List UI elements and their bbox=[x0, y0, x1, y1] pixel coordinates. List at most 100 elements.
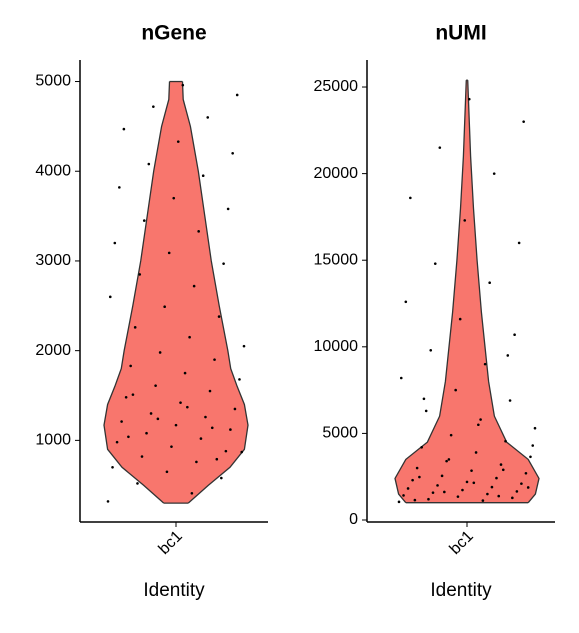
point bbox=[404, 300, 408, 304]
point bbox=[429, 348, 433, 352]
point bbox=[461, 488, 464, 492]
point bbox=[422, 397, 426, 401]
x-tick-label: bc1 bbox=[447, 528, 477, 558]
x-axis-label: Identity bbox=[143, 580, 205, 601]
point bbox=[188, 335, 191, 339]
point bbox=[165, 470, 169, 474]
point bbox=[224, 449, 228, 453]
point bbox=[120, 420, 123, 423]
point bbox=[438, 146, 442, 149]
point bbox=[147, 162, 151, 166]
point bbox=[231, 151, 234, 155]
point bbox=[233, 407, 237, 411]
violin-outline-left bbox=[394, 80, 467, 504]
point bbox=[515, 490, 519, 493]
point bbox=[445, 459, 448, 463]
point bbox=[154, 384, 157, 387]
violin-left bbox=[395, 80, 467, 503]
point bbox=[215, 457, 219, 461]
point bbox=[508, 399, 512, 402]
point bbox=[463, 219, 467, 222]
point bbox=[136, 482, 139, 485]
y-tick-label: 20000 bbox=[314, 165, 359, 182]
point bbox=[127, 435, 130, 439]
point bbox=[242, 344, 246, 348]
y-tick-label: 5000 bbox=[322, 425, 358, 442]
y-tick-label: 1000 bbox=[35, 432, 71, 449]
point bbox=[490, 485, 494, 489]
point bbox=[415, 466, 419, 470]
point bbox=[229, 428, 232, 431]
point bbox=[176, 140, 180, 143]
point bbox=[497, 494, 501, 498]
point bbox=[397, 500, 401, 504]
y-tick-label: 15000 bbox=[314, 251, 359, 268]
violin-right bbox=[176, 81, 248, 504]
point bbox=[436, 484, 439, 487]
point bbox=[122, 127, 126, 131]
point bbox=[431, 491, 435, 494]
point bbox=[420, 445, 423, 449]
point bbox=[129, 364, 132, 368]
x-axis-label: Identity bbox=[430, 580, 492, 601]
point bbox=[163, 305, 166, 308]
y-tick-label: 5000 bbox=[35, 73, 71, 90]
point bbox=[513, 333, 516, 336]
point bbox=[108, 295, 112, 299]
point bbox=[222, 262, 225, 265]
point bbox=[170, 445, 173, 448]
point bbox=[115, 440, 119, 444]
point bbox=[488, 281, 491, 285]
y-tick-label: 10000 bbox=[314, 338, 359, 355]
y-tick-label: 4000 bbox=[35, 162, 71, 179]
point bbox=[529, 455, 532, 459]
chart-title: nUMI bbox=[435, 22, 486, 45]
point bbox=[479, 418, 482, 421]
point bbox=[238, 378, 241, 381]
point bbox=[217, 315, 221, 318]
point bbox=[133, 326, 137, 329]
violin-outline-right bbox=[467, 80, 540, 504]
point bbox=[501, 468, 505, 472]
point bbox=[443, 490, 446, 494]
point bbox=[124, 396, 128, 399]
point bbox=[506, 354, 510, 357]
y-tick-label: 0 bbox=[349, 511, 358, 528]
point bbox=[113, 241, 117, 245]
point bbox=[454, 388, 457, 392]
point bbox=[402, 494, 405, 497]
point bbox=[190, 491, 194, 495]
point bbox=[213, 358, 216, 361]
point bbox=[411, 478, 414, 482]
point bbox=[522, 120, 525, 123]
point bbox=[499, 463, 503, 466]
point bbox=[152, 105, 155, 108]
point bbox=[399, 376, 403, 380]
point bbox=[474, 451, 478, 454]
point bbox=[158, 351, 162, 354]
point bbox=[195, 460, 198, 464]
point bbox=[495, 476, 498, 480]
point bbox=[418, 475, 421, 479]
point bbox=[449, 433, 453, 437]
point bbox=[226, 207, 230, 211]
point bbox=[201, 174, 205, 178]
point bbox=[210, 426, 214, 430]
violin-left bbox=[104, 81, 176, 504]
violin-outline-left bbox=[103, 81, 171, 504]
point bbox=[524, 471, 528, 475]
point bbox=[204, 415, 207, 419]
point bbox=[156, 417, 160, 421]
point bbox=[240, 450, 244, 454]
point bbox=[517, 241, 521, 245]
point bbox=[486, 492, 489, 496]
point bbox=[409, 196, 412, 200]
point bbox=[511, 496, 514, 500]
point bbox=[179, 401, 182, 404]
point bbox=[456, 495, 460, 498]
point bbox=[526, 486, 530, 489]
point bbox=[192, 284, 196, 288]
point bbox=[481, 499, 485, 502]
point bbox=[427, 497, 430, 501]
